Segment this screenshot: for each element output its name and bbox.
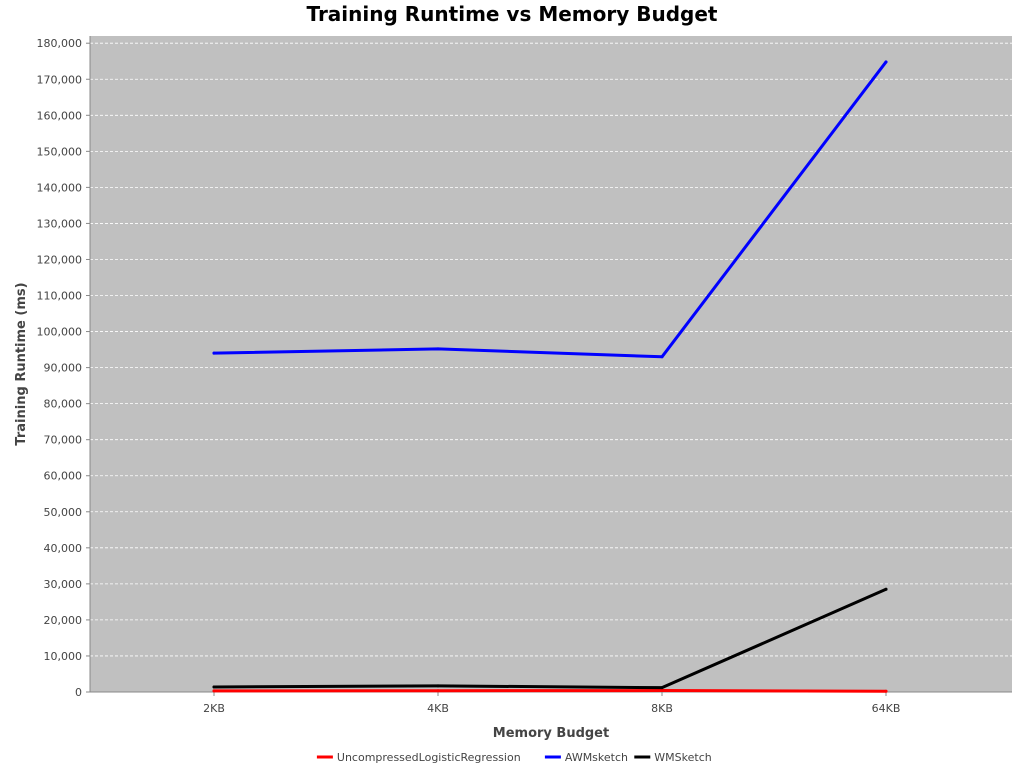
y-tick-label: 40,000 [44, 542, 83, 555]
y-tick-label: 20,000 [44, 614, 83, 627]
data-point-uncompressedlogisticregression [884, 689, 888, 693]
y-axis-label: Training Runtime (ms) [14, 282, 29, 445]
data-point-wmsketch [660, 686, 664, 690]
data-point-awmsketch [436, 347, 440, 351]
data-point-wmsketch [884, 587, 888, 591]
x-tick-label: 8KB [651, 702, 673, 715]
y-tick-label: 60,000 [44, 470, 83, 483]
legend: UncompressedLogisticRegression AWMsketch W… [316, 751, 712, 764]
y-tick-label: 150,000 [37, 145, 83, 158]
plot-area [90, 36, 1012, 692]
data-point-awmsketch [212, 351, 216, 355]
data-point-uncompressedlogisticregression [436, 689, 440, 693]
series-line-uncompressedlogisticregression [212, 689, 888, 693]
legend-label-awmsketch: AWMsketch [565, 751, 628, 764]
y-tick-label: 130,000 [37, 217, 83, 230]
y-tick-label: 180,000 [37, 37, 83, 50]
y-axis: 0 10,000 20,000 30,000 40,000 50,000 60,000 70,… [37, 36, 91, 699]
y-tick-label: 80,000 [44, 398, 83, 411]
y-tick-label: 120,000 [37, 253, 83, 266]
x-axis-label: Memory Budget [493, 726, 609, 741]
chart-title: Training Runtime vs Memory Budget [307, 2, 718, 26]
data-point-wmsketch [436, 684, 440, 688]
x-tick-label: 4KB [427, 702, 449, 715]
data-point-uncompressedlogisticregression [660, 689, 664, 693]
y-tick-label: 50,000 [44, 506, 83, 519]
x-tick-label: 64KB [872, 702, 901, 715]
y-tick-label: 10,000 [44, 650, 83, 663]
y-tick-label: 90,000 [44, 362, 83, 375]
y-tick-label: 160,000 [37, 109, 83, 122]
y-tick-label: 0 [75, 686, 82, 699]
y-tick-label: 110,000 [37, 290, 83, 303]
data-point-awmsketch [884, 60, 888, 64]
y-tick-label: 170,000 [37, 73, 83, 86]
data-point-uncompressedlogisticregression [212, 689, 216, 693]
series-lines [212, 60, 888, 693]
legend-label-uncompressedlogisticregression: UncompressedLogisticRegression [337, 751, 521, 764]
grid-lines [90, 42, 1012, 657]
y-tick-label: 70,000 [44, 434, 83, 447]
series-line-awmsketch [212, 60, 888, 359]
data-point-awmsketch [660, 355, 664, 359]
x-tick-label: 2KB [203, 702, 225, 715]
legend-label-wmsketch: WMSketch [654, 751, 711, 764]
series-line-wmsketch [212, 587, 888, 690]
x-axis: 2KB 4KB 8KB 64KB [90, 691, 1012, 715]
y-tick-label: 30,000 [44, 578, 83, 591]
y-tick-label: 140,000 [37, 181, 83, 194]
y-tick-label: 100,000 [37, 326, 83, 339]
data-point-wmsketch [212, 685, 216, 689]
